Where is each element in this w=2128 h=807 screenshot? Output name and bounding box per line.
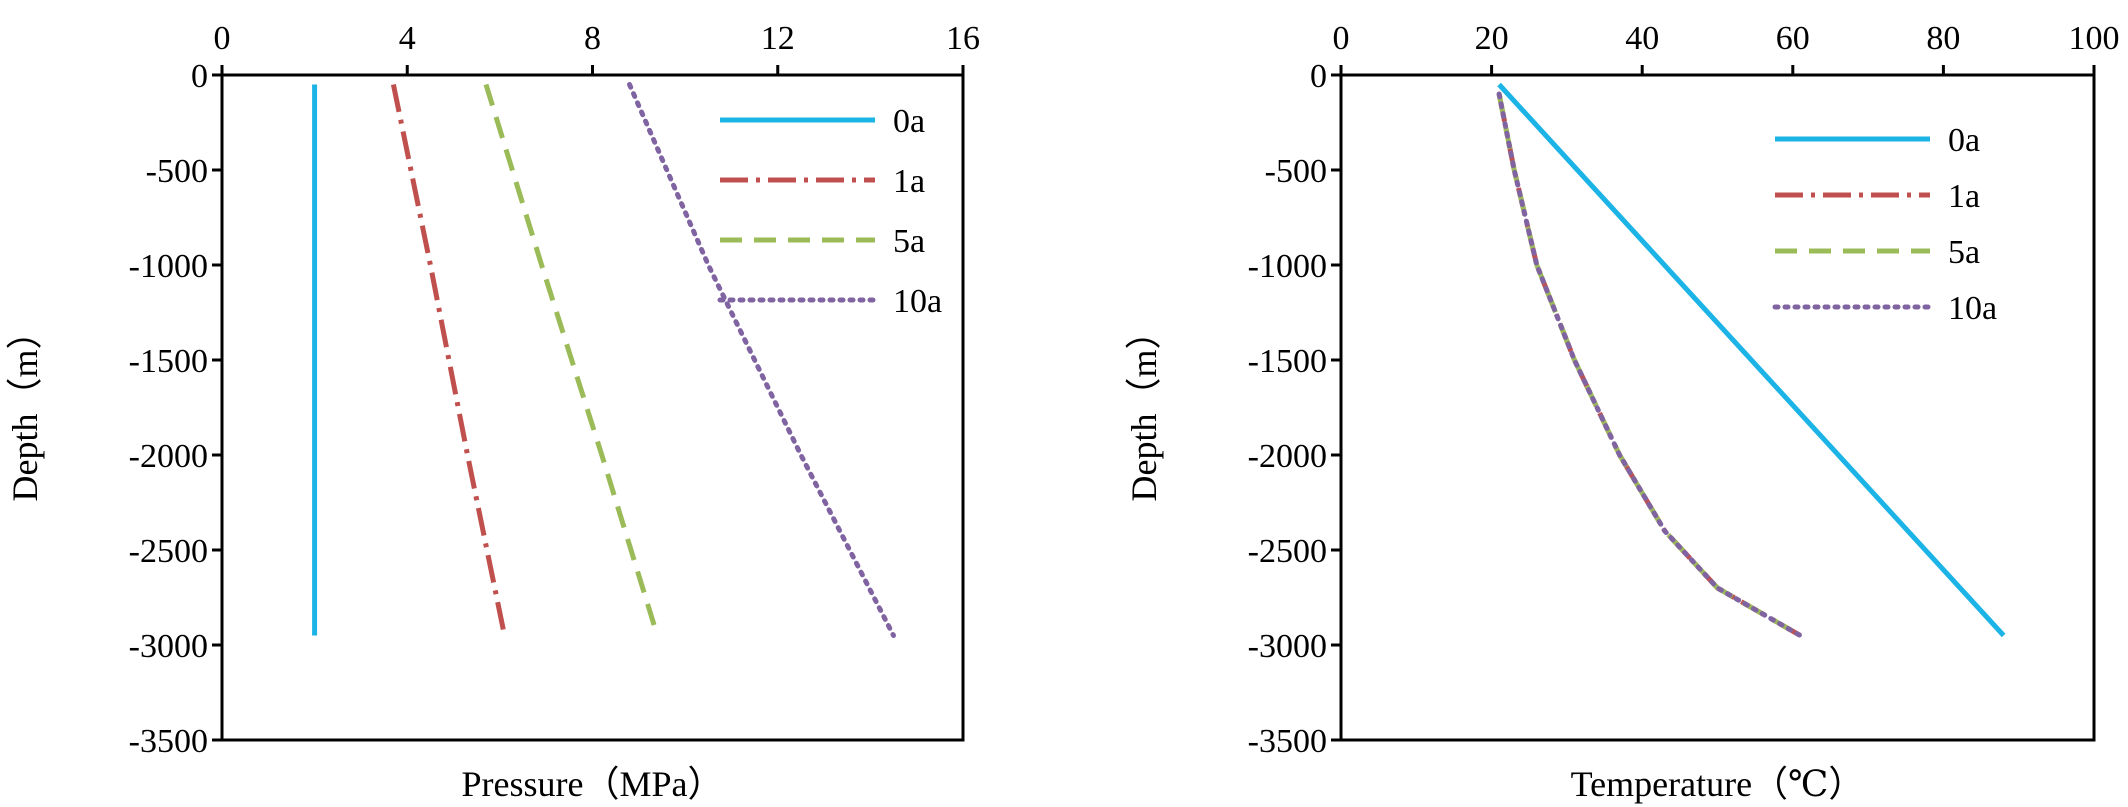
y-tick-label: -1000 <box>129 248 208 285</box>
legend-label: 5a <box>893 223 925 260</box>
series-line-10a <box>1496 91 1803 638</box>
x-tick-label: 80 <box>1926 20 1960 57</box>
x-tick-label: 0 <box>214 20 231 57</box>
y-tick-label: 0 <box>191 58 208 95</box>
x-tick-label: 4 <box>399 20 416 57</box>
y-tick-label: -1500 <box>1248 343 1327 380</box>
series-line-10a <box>627 82 896 638</box>
series-line-1a <box>1496 93 1802 638</box>
legend-label: 10a <box>893 283 942 320</box>
y-tick-label: -3500 <box>129 723 208 760</box>
y-tick-label: -500 <box>1265 153 1327 190</box>
x-axis-label: Pressure（MPa） <box>462 764 724 804</box>
plot-area-frame <box>1339 73 2096 742</box>
y-axis-label: Depth（m） <box>1124 314 1164 502</box>
legend: 0a 1a 5a 10a <box>1772 122 1997 327</box>
y-tick-label: -1500 <box>129 343 208 380</box>
y-tick-label: -3000 <box>1248 628 1327 665</box>
x-tick-label: 100 <box>2069 20 2120 57</box>
legend-label: 10a <box>1948 290 1997 327</box>
legend-label: 0a <box>893 103 925 140</box>
x-axis-label: Temperature（℃） <box>1571 764 1865 804</box>
y-tick-label: -3500 <box>1248 723 1327 760</box>
legend-label: 1a <box>893 163 925 200</box>
series-line-5a <box>483 83 660 637</box>
plot-area-frame <box>220 73 965 742</box>
y-tick-label: -1000 <box>1248 248 1327 285</box>
legend-label: 5a <box>1948 234 1980 271</box>
x-tick-label: 12 <box>761 20 795 57</box>
y-tick-label: -2000 <box>129 438 208 475</box>
x-tick-label: 16 <box>946 20 980 57</box>
legend: 0a 1a 5a 10a <box>717 103 942 320</box>
y-tick-label: -2500 <box>1248 533 1327 570</box>
y-tick-label: -500 <box>146 153 208 190</box>
x-tick-label: 60 <box>1776 20 1810 57</box>
temperature-depth-chart: 0 20 40 60 80 100 0 -500 -1000 -1500 -2000 -2500 -30… <box>1124 20 2120 804</box>
x-tick-label: 8 <box>584 20 601 57</box>
x-tick-label: 40 <box>1625 20 1659 57</box>
series-line-0a <box>1497 82 2006 638</box>
series-line-1a <box>390 83 507 637</box>
legend-label: 1a <box>1948 178 1980 215</box>
y-tick-label: 0 <box>1310 58 1327 95</box>
legend-label: 0a <box>1948 122 1980 159</box>
y-tick-label: -2000 <box>1248 438 1327 475</box>
x-tick-label: 0 <box>1333 20 1350 57</box>
y-tick-label: -2500 <box>129 533 208 570</box>
y-tick-label: -3000 <box>129 628 208 665</box>
pressure-depth-chart: 0 4 8 12 16 0 -500 -1000 -1500 -2000 -2500 -3000 -35… <box>5 20 980 804</box>
x-tick-label: 20 <box>1475 20 1509 57</box>
y-axis-label: Depth（m） <box>5 314 45 502</box>
